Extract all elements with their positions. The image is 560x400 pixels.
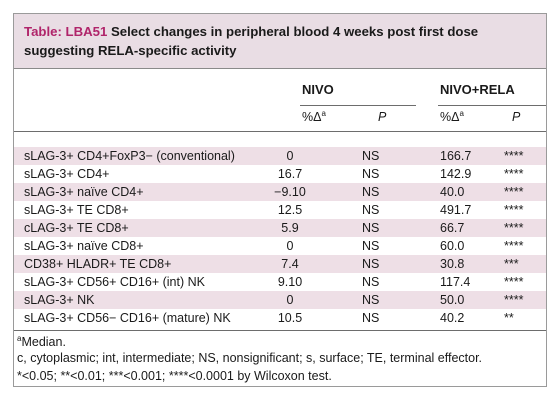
subheader-combo-pct: %Δa [440,109,464,125]
header-nivo-rela-rule [438,105,546,106]
table-row: sLAG-3+ CD4+ 16.7 NS 142.9 **** [24,167,524,181]
subheader-nivo-pct: %Δa [302,109,326,125]
header-nivo-rela: NIVO+RELA [440,82,515,97]
table-body: sLAG-3+ CD4+FoxP3− (conventional) 0 NS 166.… [14,147,546,327]
subheader-nivo-p: P [378,110,387,124]
table-title: Table: LBA51 Select changes in periphera… [14,14,546,69]
table-row: sLAG-3+ CD4+FoxP3− (conventional) 0 NS 166.… [14,147,546,165]
table-row: sLAG-3+ naïve CD8+ 0 NS 60.0 **** [24,239,524,253]
table-row: sLAG-3+ naïve CD4+ −9.10 NS 40.0 **** [14,183,546,201]
header-nivo-rule [300,105,416,106]
footnote-pvalues: *<0.05; **<0.01; ***<0.001; ****<0.0001 … [17,369,332,383]
table-row: sLAG-3+ TE CD8+ 12.5 NS 491.7 **** [24,203,524,217]
header-rule [14,131,546,132]
table-row: sLAG-3+ CD56+ CD16+ (int) NK 9.10 NS 117.4 *… [24,275,524,289]
footnote-abbreviations: c, cytoplasmic; int, intermediate; NS, n… [17,351,483,365]
table-row: cLAG-3+ TE CD8+ 5.9 NS 66.7 **** [14,219,546,237]
table-frame: Table: LBA51 Select changes in periphera… [13,13,547,387]
table-row: sLAG-3+ CD56− CD16+ (mature) NK 10.5 NS 40.… [24,311,514,325]
table-label: Table: LBA51 [24,24,108,39]
table-bottom-rule [14,330,546,331]
subheader-combo-p: P [512,110,521,124]
table-row: sLAG-3+ NK 0 NS 50.0 **** [14,291,546,309]
footnote-median: aMedian. [17,334,66,350]
table-row: CD38+ HLADR+ TE CD8+ 7.4 NS 30.8 *** [14,255,546,273]
table-caption: Select changes in peripheral blood 4 wee… [24,24,479,58]
header-nivo: NIVO [302,82,334,97]
